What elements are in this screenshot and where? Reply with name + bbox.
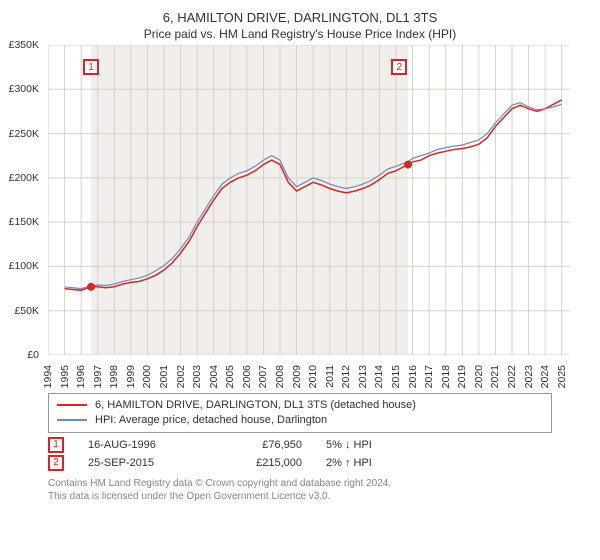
x-tick-label: 2000: [141, 365, 153, 405]
x-tick-label: 2012: [340, 365, 352, 405]
x-tick-label: 2008: [274, 365, 286, 405]
x-tick-label: 2002: [175, 365, 187, 405]
x-tick-label: 2024: [539, 365, 551, 405]
price-chart: [48, 45, 570, 355]
x-tick-label: 2013: [357, 365, 369, 405]
x-tick-label: 2006: [241, 365, 253, 405]
transaction-price: £215,000: [222, 457, 302, 469]
x-tick-label: 2019: [456, 365, 468, 405]
x-tick-label: 2016: [407, 365, 419, 405]
x-tick-label: 1999: [125, 365, 137, 405]
x-tick-label: 1994: [42, 365, 54, 405]
transaction-row: 2 25-SEP-2015 £215,000 2% ↑ HPI: [48, 455, 600, 471]
x-tick-label: 2023: [523, 365, 535, 405]
legend-row: HPI: Average price, detached house, Darl…: [57, 413, 543, 428]
x-tick-label: 2021: [489, 365, 501, 405]
x-tick-label: 2001: [158, 365, 170, 405]
x-tick-label: 1998: [108, 365, 120, 405]
y-tick-label: £100K: [9, 260, 39, 272]
license-text: Contains HM Land Registry data © Crown c…: [48, 477, 600, 503]
transaction-marker: 1: [48, 437, 64, 453]
x-tick-label: 2004: [208, 365, 220, 405]
chart-area: £0£50K£100K£150K£200K£250K£300K£350K 199…: [48, 45, 585, 355]
x-tick-label: 2009: [291, 365, 303, 405]
x-tick-label: 2022: [506, 365, 518, 405]
x-tick-label: 2014: [373, 365, 385, 405]
transaction-date: 16-AUG-1996: [88, 439, 198, 451]
transaction-delta: 2% ↑ HPI: [326, 457, 416, 469]
y-tick-label: £0: [27, 349, 39, 361]
y-tick-label: £50K: [14, 305, 39, 317]
y-tick-label: £300K: [9, 83, 39, 95]
y-tick-label: £350K: [9, 39, 39, 51]
x-tick-label: 2025: [556, 365, 568, 405]
transaction-price: £76,950: [222, 439, 302, 451]
license-line2: This data is licensed under the Open Gov…: [48, 491, 330, 502]
y-tick-label: £150K: [9, 216, 39, 228]
x-tick-label: 1996: [75, 365, 87, 405]
x-tick-label: 2007: [257, 365, 269, 405]
x-tick-label: 2015: [390, 365, 402, 405]
legend-swatch: [57, 419, 87, 421]
page-subtitle: Price paid vs. HM Land Registry's House …: [0, 25, 600, 45]
y-tick-label: £250K: [9, 128, 39, 140]
page-title: 6, HAMILTON DRIVE, DARLINGTON, DL1 3TS: [0, 0, 600, 25]
x-tick-label: 1995: [59, 365, 71, 405]
transaction-marker: 2: [48, 455, 64, 471]
transaction-delta: 5% ↓ HPI: [326, 439, 416, 451]
y-tick-label: £200K: [9, 172, 39, 184]
legend-label: HPI: Average price, detached house, Darl…: [95, 413, 327, 428]
x-tick-label: 2011: [324, 365, 336, 405]
license-line1: Contains HM Land Registry data © Crown c…: [48, 478, 391, 489]
x-tick-label: 2020: [473, 365, 485, 405]
chart-marker: 2: [391, 59, 407, 75]
transaction-date: 25-SEP-2015: [88, 457, 198, 469]
x-tick-label: 1997: [92, 365, 104, 405]
x-tick-label: 2018: [440, 365, 452, 405]
x-tick-label: 2003: [191, 365, 203, 405]
x-tick-label: 2010: [307, 365, 319, 405]
x-tick-label: 2017: [423, 365, 435, 405]
chart-marker: 1: [83, 59, 99, 75]
transaction-row: 1 16-AUG-1996 £76,950 5% ↓ HPI: [48, 437, 600, 453]
x-tick-label: 2005: [224, 365, 236, 405]
